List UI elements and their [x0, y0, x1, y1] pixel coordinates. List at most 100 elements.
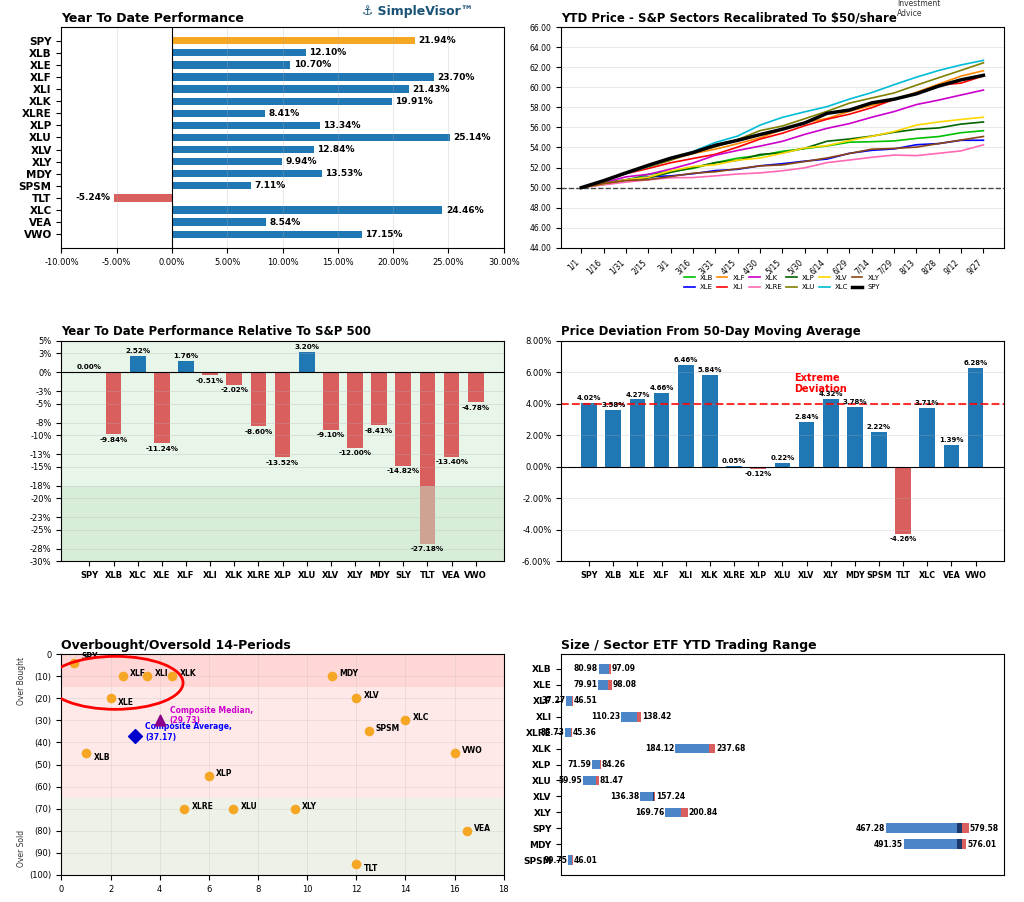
- Text: MDY: MDY: [339, 669, 358, 678]
- Text: 579.58: 579.58: [970, 824, 999, 833]
- Bar: [886, 824, 956, 833]
- Bar: [584, 776, 599, 786]
- Bar: [676, 744, 715, 753]
- Text: 21.94%: 21.94%: [418, 36, 456, 45]
- Bar: [630, 400, 645, 466]
- Text: 19.91%: 19.91%: [395, 97, 433, 106]
- Text: 9.94%: 9.94%: [286, 157, 316, 166]
- Bar: [968, 368, 983, 466]
- Bar: [468, 373, 483, 402]
- Text: 110.23: 110.23: [591, 713, 620, 722]
- Text: 576.01: 576.01: [968, 840, 996, 849]
- Point: [360, 724, 377, 739]
- Bar: [172, 133, 450, 141]
- Text: Extreme
Deviation: Extreme Deviation: [795, 373, 847, 394]
- Text: 3.71%: 3.71%: [915, 400, 939, 407]
- Bar: [653, 792, 655, 801]
- Point: [348, 857, 365, 871]
- Bar: [709, 744, 715, 753]
- Text: XLB: XLB: [93, 753, 110, 762]
- Bar: [599, 664, 609, 674]
- Bar: [323, 373, 339, 429]
- Text: XLF: XLF: [130, 669, 146, 678]
- Text: 80.98: 80.98: [573, 665, 598, 674]
- Text: -11.24%: -11.24%: [145, 446, 178, 452]
- Text: 97.09: 97.09: [611, 665, 636, 674]
- Bar: [274, 373, 291, 457]
- Bar: [895, 466, 911, 534]
- Bar: [114, 194, 172, 201]
- Bar: [203, 373, 218, 375]
- Text: Over Bought: Over Bought: [17, 657, 27, 704]
- Text: 2.52%: 2.52%: [125, 348, 151, 354]
- Text: XLV: XLV: [364, 691, 379, 700]
- Bar: [799, 422, 814, 466]
- Bar: [665, 807, 688, 817]
- Text: 98.08: 98.08: [612, 680, 636, 689]
- Bar: [226, 373, 242, 385]
- Bar: [592, 759, 601, 769]
- Bar: [823, 399, 839, 466]
- Text: 6.28%: 6.28%: [964, 360, 988, 366]
- Text: -9.10%: -9.10%: [316, 432, 345, 438]
- Text: -0.51%: -0.51%: [196, 378, 224, 384]
- Bar: [751, 466, 766, 469]
- Text: Composite Average,
(37.17): Composite Average, (37.17): [145, 723, 231, 741]
- Text: 8.41%: 8.41%: [268, 109, 300, 118]
- Bar: [640, 792, 653, 801]
- Bar: [61, 485, 504, 561]
- Text: Overbought/Oversold 14-Periods: Overbought/Oversold 14-Periods: [61, 639, 291, 651]
- Bar: [681, 807, 688, 817]
- Bar: [607, 680, 611, 690]
- Bar: [172, 231, 361, 238]
- Point: [324, 669, 340, 684]
- Text: 13.53%: 13.53%: [325, 170, 362, 179]
- Bar: [920, 409, 935, 466]
- Bar: [251, 373, 266, 427]
- Text: 5.84%: 5.84%: [697, 367, 722, 373]
- Text: 81.47: 81.47: [600, 776, 624, 785]
- Text: 3.58%: 3.58%: [601, 402, 626, 409]
- Text: Over Sold: Over Sold: [17, 830, 27, 867]
- Text: Year To Date Performance: Year To Date Performance: [61, 12, 245, 24]
- Text: 46.01: 46.01: [573, 856, 597, 865]
- Text: -2.02%: -2.02%: [220, 388, 248, 393]
- Text: 24.46%: 24.46%: [445, 206, 483, 215]
- Text: 136.38: 136.38: [610, 792, 639, 801]
- Point: [176, 802, 193, 816]
- Text: 3.78%: 3.78%: [843, 400, 867, 405]
- Text: 21.43%: 21.43%: [413, 85, 450, 94]
- Text: Year To Date Performance Relative To S&P 500: Year To Date Performance Relative To S&P…: [61, 325, 372, 338]
- Text: 13.34%: 13.34%: [323, 121, 360, 130]
- Text: XLC: XLC: [413, 713, 429, 723]
- Bar: [702, 374, 718, 466]
- Text: 4.02%: 4.02%: [577, 395, 601, 401]
- Text: 4.32%: 4.32%: [818, 391, 843, 397]
- Bar: [605, 410, 622, 466]
- Text: -14.82%: -14.82%: [387, 468, 420, 474]
- Text: 17.15%: 17.15%: [365, 230, 402, 239]
- Text: 71.59: 71.59: [567, 760, 591, 769]
- Bar: [962, 824, 969, 833]
- Text: 10.70%: 10.70%: [294, 60, 331, 69]
- Text: 1.39%: 1.39%: [939, 437, 964, 443]
- Text: 12.10%: 12.10%: [309, 49, 346, 58]
- Bar: [598, 680, 611, 690]
- Text: -9.84%: -9.84%: [99, 437, 128, 443]
- Text: 84.26: 84.26: [602, 760, 626, 769]
- Text: 79.91: 79.91: [573, 680, 597, 689]
- Bar: [676, 744, 710, 753]
- Text: 0.05%: 0.05%: [722, 458, 746, 465]
- Text: 2.22%: 2.22%: [867, 424, 891, 430]
- Bar: [621, 712, 638, 722]
- Text: 237.68: 237.68: [716, 744, 745, 753]
- Text: 0.22%: 0.22%: [770, 456, 795, 462]
- Text: 3.20%: 3.20%: [294, 344, 319, 350]
- Text: ⚓ Real
Investment
Advice: ⚓ Real Investment Advice: [897, 0, 941, 18]
- Bar: [420, 373, 435, 544]
- Text: -8.60%: -8.60%: [245, 429, 272, 435]
- Text: -4.78%: -4.78%: [462, 405, 489, 410]
- Bar: [178, 361, 194, 373]
- Bar: [61, 797, 504, 875]
- Text: -4.26%: -4.26%: [890, 536, 916, 542]
